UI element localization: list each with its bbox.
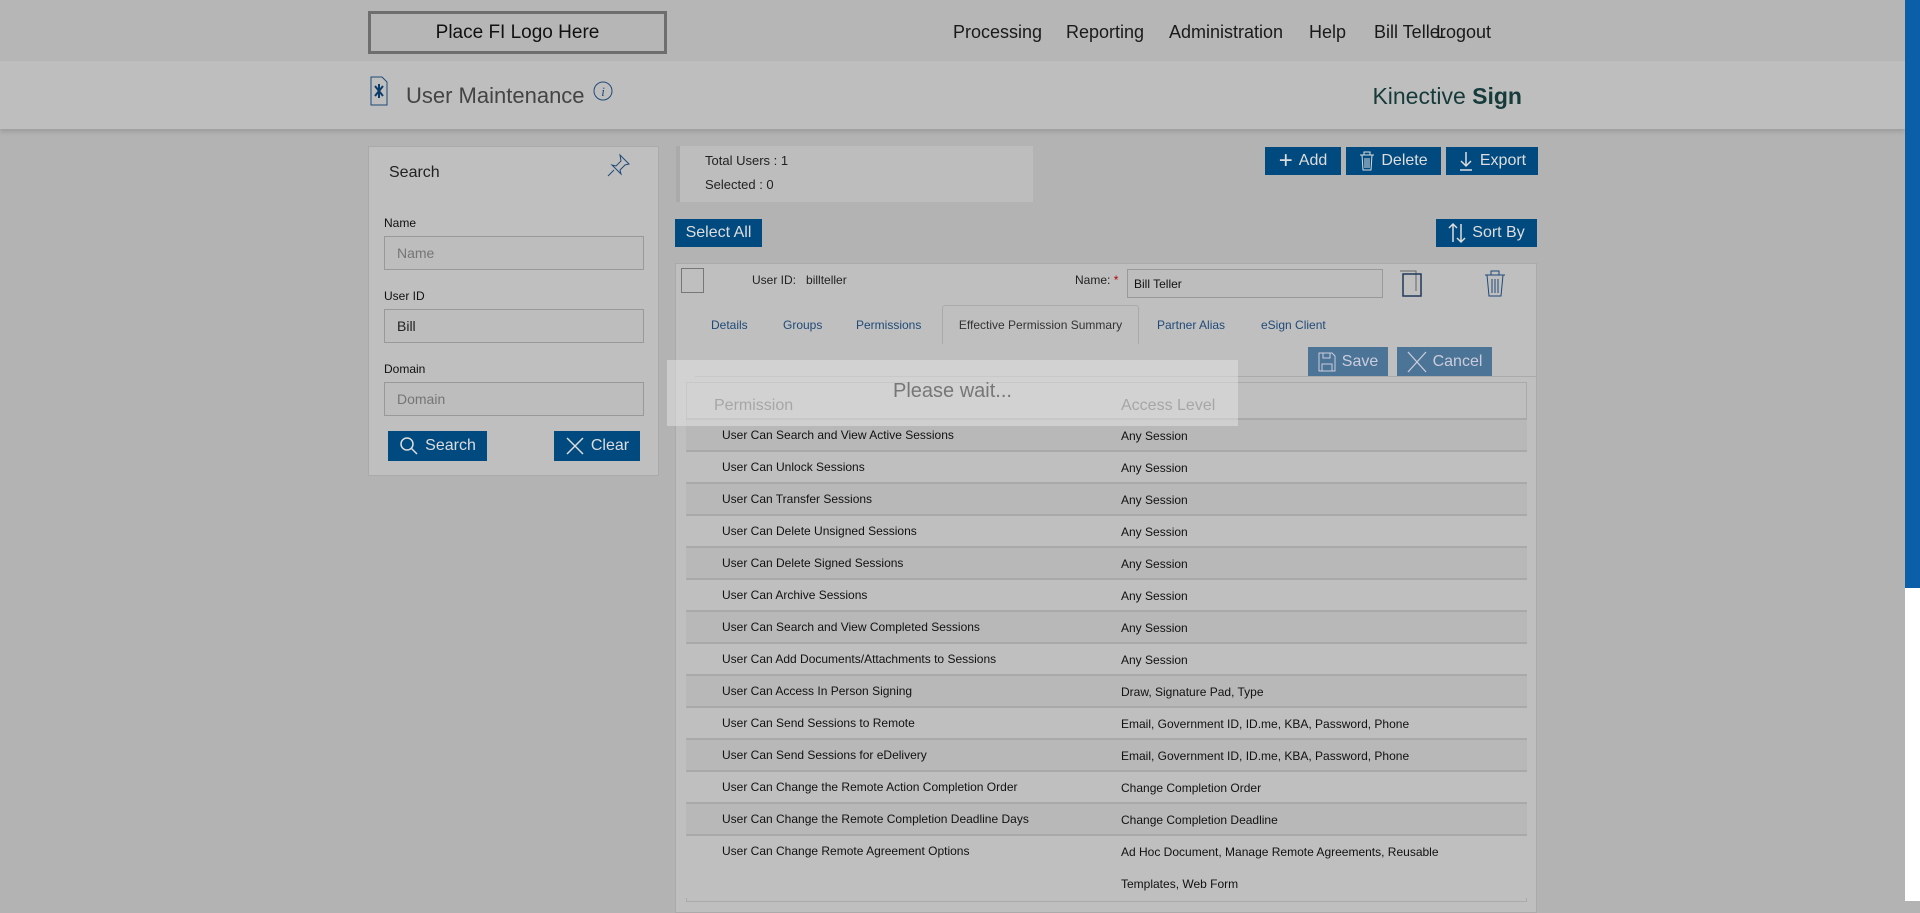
loading-overlay (667, 360, 1238, 426)
access-level: Any Session (1121, 461, 1188, 475)
search-title: Search (389, 164, 440, 181)
nav-reporting[interactable]: Reporting (1066, 22, 1145, 42)
permission-name: User Can Search and View Active Sessions (722, 428, 954, 442)
nav-processing[interactable]: Processing (953, 22, 1043, 42)
nav-user[interactable]: Bill Teller (1374, 22, 1446, 42)
permission-name: User Can Delete Unsigned Sessions (722, 524, 917, 538)
access-level: Email, Government ID, ID.me, KBA, Passwo… (1121, 717, 1410, 731)
nav-administration[interactable]: Administration (1169, 22, 1284, 42)
table-row: User Can Archive Sessions Any Session (686, 578, 1527, 610)
user-id-field: User ID: billteller (752, 273, 847, 287)
top-bar (0, 0, 1905, 61)
selected-count: Selected : 0 (705, 177, 774, 192)
trash-icon (1360, 151, 1375, 171)
table-row: User Can Delete Unsigned Sessions Any Ses… (686, 514, 1527, 546)
sub-header (0, 61, 1905, 129)
tab-effective-permission-summary[interactable]: Effective Permission Summary (942, 305, 1139, 344)
table-row: User Can Access In Person Signing Draw, S… (686, 674, 1527, 706)
page-title: User Maintenance (406, 83, 585, 108)
search-icon (400, 437, 418, 455)
copy-icon[interactable] (1399, 270, 1425, 298)
svg-text:i: i (601, 84, 605, 99)
plus-icon: + (1278, 147, 1293, 174)
brand-logo: Kinective Sign (1372, 83, 1522, 109)
table-row: User Can Send Sessions for eDelivery Emai… (686, 738, 1527, 770)
delete-button[interactable]: Delete (1346, 147, 1441, 175)
nav-help[interactable]: Help (1309, 22, 1347, 42)
permission-name: User Can Unlock Sessions (722, 460, 865, 474)
table-row: User Can Add Documents/Attachments to Se… (686, 642, 1527, 674)
permission-name: User Can Transfer Sessions (722, 492, 873, 506)
access-level: Any Session (1121, 557, 1188, 571)
clear-button[interactable]: Clear (554, 431, 640, 461)
permission-name: User Can Delete Signed Sessions (722, 556, 904, 570)
permission-name: User Can Access In Person Signing (722, 684, 913, 698)
tab-permissions[interactable]: Permissions (856, 317, 922, 332)
user-name-input[interactable]: Bill Teller (1127, 269, 1383, 298)
name-input[interactable] (384, 236, 644, 270)
add-button[interactable]: + Add (1265, 147, 1341, 175)
table-row: User Can Change the Remote Completion De… (686, 802, 1527, 834)
domain-label: Domain (384, 362, 426, 376)
sort-by-button[interactable]: Sort By (1436, 219, 1537, 247)
save-button[interactable]: Save (1308, 347, 1388, 376)
sort-icon (1448, 222, 1466, 244)
access-level: Change Completion Order (1121, 781, 1262, 795)
table-row: User Can Delete Signed Sessions Any Sessi… (686, 546, 1527, 578)
tab-esign-client[interactable]: eSign Client (1261, 317, 1326, 332)
download-icon (1459, 152, 1472, 171)
tab-details[interactable]: Details (711, 317, 748, 332)
table-row: User Can Change Remote Agreement Options… (686, 834, 1527, 898)
permission-name: User Can Add Documents/Attachments to Se… (722, 652, 997, 666)
save-icon (1318, 352, 1336, 371)
table-row: User Can Change the Remote Action Comple… (686, 770, 1527, 802)
access-level: Ad Hoc Document, Manage Remote Agreement… (1121, 845, 1439, 891)
access-level: Any Session (1121, 589, 1188, 603)
user-id-input[interactable]: Bill (384, 309, 644, 343)
trash-icon[interactable] (1484, 270, 1506, 298)
user-maintenance-icon (370, 76, 388, 106)
permission-name: User Can Archive Sessions (722, 588, 868, 602)
pin-icon[interactable] (606, 152, 632, 178)
permission-name: User Can Send Sessions to Remote (722, 716, 915, 730)
access-level: Change Completion Deadline (1121, 813, 1278, 827)
cancel-button[interactable]: Cancel (1397, 347, 1492, 376)
access-level: Email, Government ID, ID.me, KBA, Passwo… (1121, 749, 1410, 763)
close-icon (1407, 351, 1427, 372)
info-icon[interactable]: i (592, 80, 614, 102)
logo-placeholder: Place FI Logo Here (368, 11, 667, 54)
name-label: Name (384, 216, 417, 230)
select-all-button[interactable]: Select All (675, 219, 762, 247)
permission-name: User Can Change Remote Agreement Options (722, 844, 970, 858)
table-row: User Can Send Sessions to Remote Email, G… (686, 706, 1527, 738)
domain-input[interactable] (384, 382, 644, 416)
user-id-label: User ID (384, 289, 425, 303)
close-icon (566, 437, 584, 455)
tab-groups[interactable]: Groups (783, 317, 823, 332)
permission-name: User Can Search and View Completed Sessi… (722, 620, 980, 634)
access-level: Any Session (1121, 493, 1188, 507)
search-button[interactable]: Search (388, 431, 487, 461)
access-level: Any Session (1121, 621, 1188, 635)
user-checkbox[interactable] (681, 268, 704, 293)
export-button[interactable]: Export (1446, 147, 1538, 175)
name-field-label: Name: * (1075, 273, 1119, 287)
permission-name: User Can Change the Remote Action Comple… (722, 780, 1018, 794)
permission-name: User Can Send Sessions for eDelivery (722, 748, 927, 762)
table-row: User Can Search and View Completed Sessi… (686, 610, 1527, 642)
nav-logout[interactable]: Logout (1436, 22, 1492, 42)
stats-box (676, 146, 1033, 202)
access-level: Draw, Signature Pad, Type (1121, 685, 1264, 699)
access-level: Any Session (1121, 429, 1188, 443)
total-users: Total Users : 1 (705, 153, 789, 168)
tab-partner-alias[interactable]: Partner Alias (1157, 317, 1226, 332)
loading-text: Please wait... (893, 380, 1012, 402)
permission-name: User Can Change the Remote Completion De… (722, 812, 1029, 826)
access-level: Any Session (1121, 653, 1188, 667)
table-row: User Can Unlock Sessions Any Session (686, 450, 1527, 482)
scrollbar-thumb[interactable] (1905, 0, 1920, 588)
table-row: User Can Transfer Sessions Any Session (686, 482, 1527, 514)
access-level: Any Session (1121, 525, 1188, 539)
